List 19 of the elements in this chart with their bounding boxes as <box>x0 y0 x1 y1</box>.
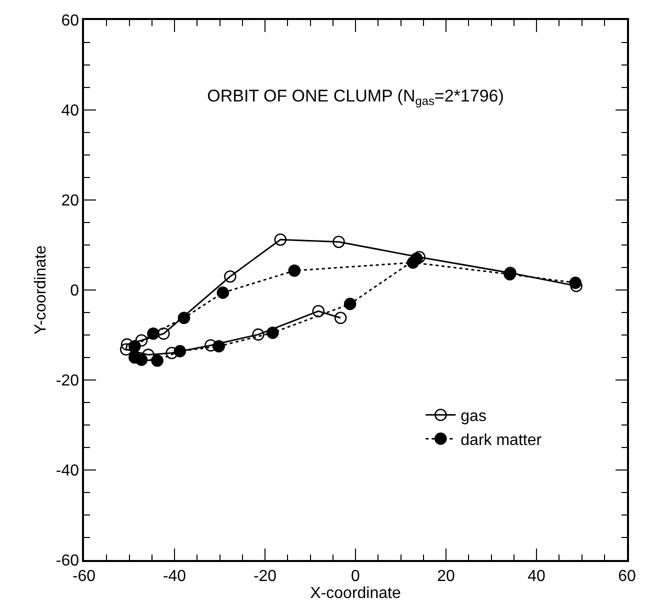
y-tick-label: -20 <box>56 372 80 390</box>
y-tick-label: 20 <box>61 192 80 210</box>
legend-label: gas <box>460 408 486 426</box>
x-tick-label: -40 <box>162 568 186 585</box>
x-tick-label: 60 <box>618 568 636 585</box>
y-tick-label: -60 <box>56 552 80 570</box>
x-tick-label: 0 <box>351 568 360 585</box>
y-tick-label: 0 <box>70 282 80 300</box>
text: ORBIT OF ONE CLUMP (N$_{gas}$=2*1796) <box>207 86 504 108</box>
y-tick-label: -40 <box>56 462 80 480</box>
x-tick-label: -60 <box>72 568 96 585</box>
legend-label: dark matter <box>460 432 542 449</box>
y-tick-label: 40 <box>61 102 80 120</box>
x-tick-label: 40 <box>528 568 546 585</box>
x-tick-label: -20 <box>253 568 277 585</box>
y-axis-title: Y-coordinate <box>32 245 50 335</box>
x-tick-label: 20 <box>437 568 455 585</box>
x-axis-title: X-coordinate <box>310 584 401 602</box>
y-tick-label: 60 <box>61 12 80 30</box>
